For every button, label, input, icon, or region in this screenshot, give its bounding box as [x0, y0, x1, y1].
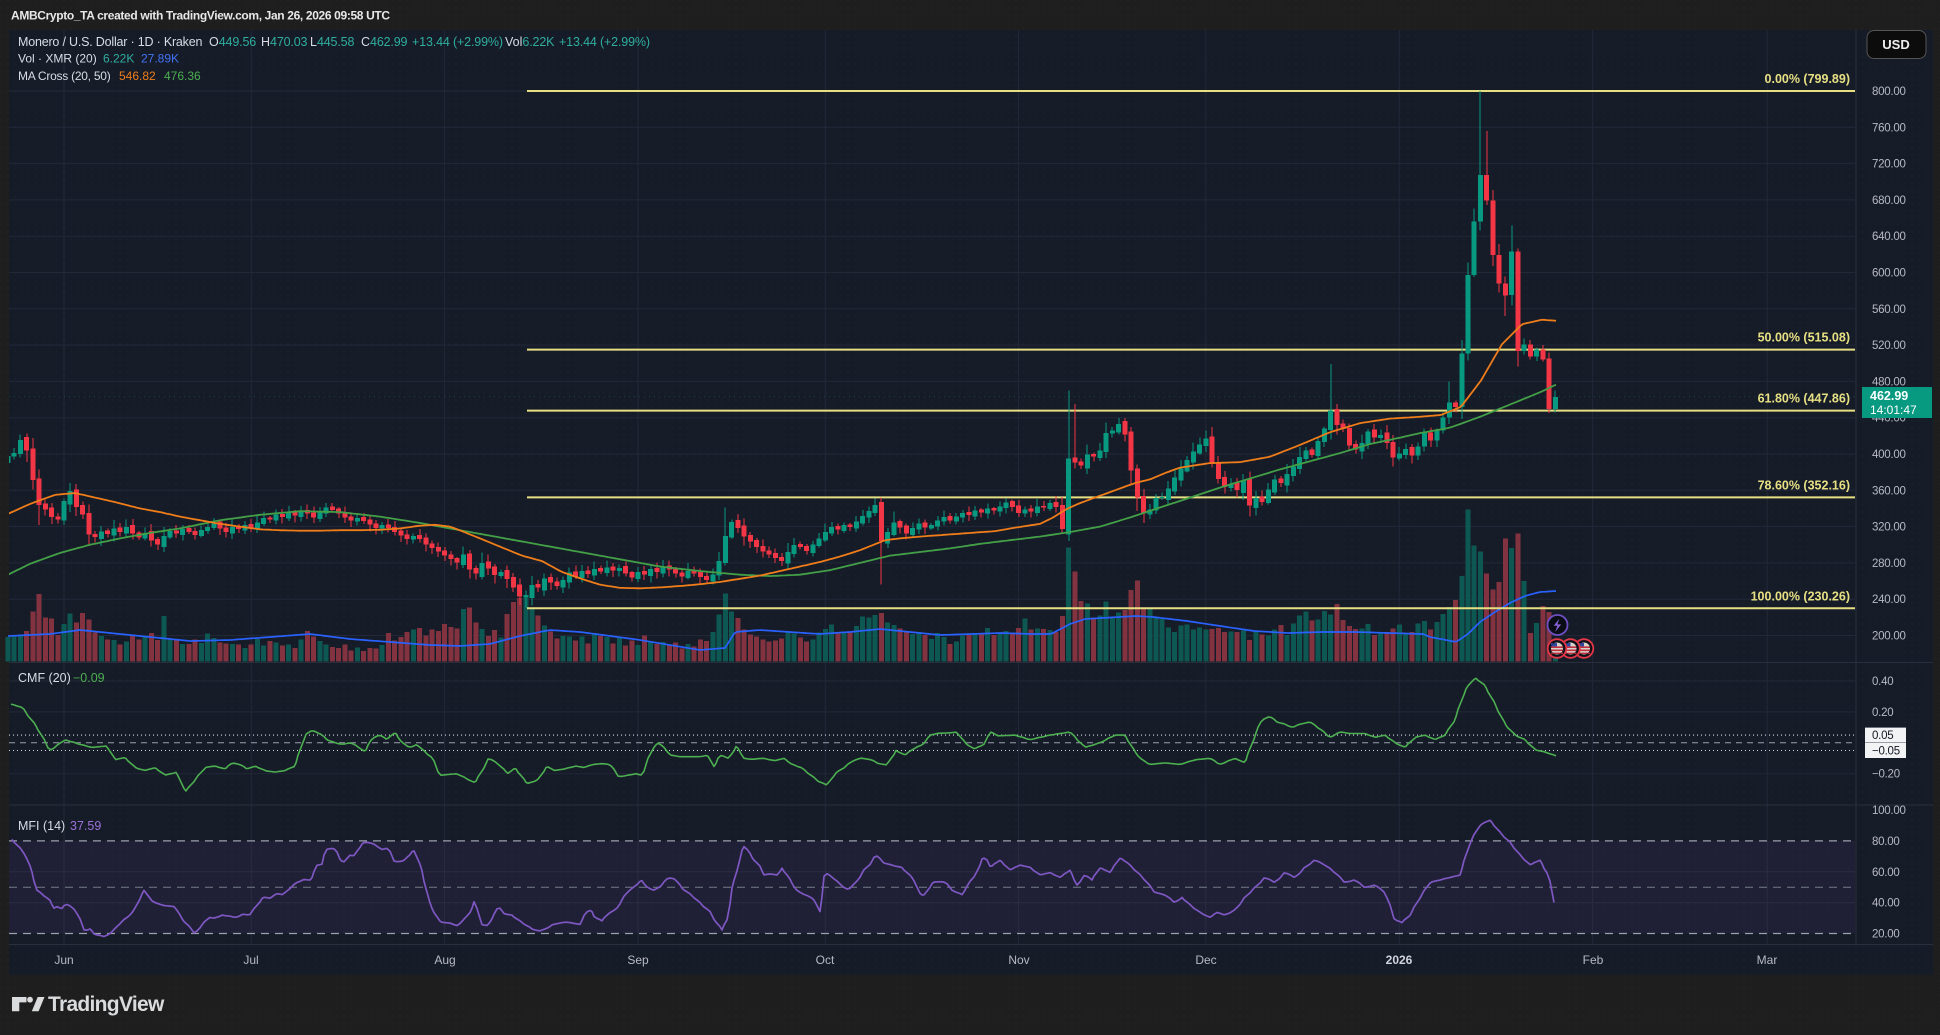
svg-text:640.00: 640.00 [1872, 231, 1906, 243]
svg-text:14:01:47: 14:01:47 [1870, 403, 1917, 417]
svg-text:78.60% (352.16): 78.60% (352.16) [1758, 478, 1850, 492]
svg-text:TradingView: TradingView [48, 993, 165, 1016]
svg-text:720.00: 720.00 [1872, 159, 1906, 171]
svg-text:100.00% (230.26): 100.00% (230.26) [1751, 589, 1850, 603]
svg-text:462.99: 462.99 [1870, 389, 1908, 403]
svg-text:400.00: 400.00 [1872, 449, 1906, 461]
svg-text:600.00: 600.00 [1872, 268, 1906, 280]
svg-text:360.00: 360.00 [1872, 485, 1906, 497]
svg-text:USD: USD [1882, 37, 1909, 52]
svg-text:Sep: Sep [627, 953, 649, 967]
svg-text:AMBCrypto_TA created with Trad: AMBCrypto_TA created with TradingView.co… [11, 9, 390, 23]
svg-text:Nov: Nov [1008, 953, 1029, 967]
svg-text:60.00: 60.00 [1872, 867, 1900, 879]
svg-text:61.80% (447.86): 61.80% (447.86) [1758, 392, 1850, 406]
svg-text:560.00: 560.00 [1872, 304, 1906, 316]
svg-text:320.00: 320.00 [1872, 522, 1906, 534]
svg-text:Aug: Aug [434, 953, 455, 967]
svg-text:MFI (14)37.59: MFI (14) 37.59 [18, 819, 101, 833]
svg-text:280.00: 280.00 [1872, 558, 1906, 570]
svg-text:520.00: 520.00 [1872, 340, 1906, 352]
svg-text:0.05: 0.05 [1872, 730, 1893, 742]
svg-text:80.00: 80.00 [1872, 836, 1900, 848]
svg-text:480.00: 480.00 [1872, 376, 1906, 388]
svg-text:CMF (20)−0.09: CMF (20) −0.09 [18, 671, 105, 685]
svg-text:50.00% (515.08): 50.00% (515.08) [1758, 331, 1850, 345]
svg-text:Oct: Oct [816, 953, 835, 967]
svg-text:20.00: 20.00 [1872, 929, 1900, 941]
svg-text:0.20: 0.20 [1872, 707, 1893, 719]
svg-text:Dec: Dec [1195, 953, 1216, 967]
svg-text:680.00: 680.00 [1872, 195, 1906, 207]
svg-text:Jul: Jul [243, 953, 258, 967]
svg-text:Monero / U.S. Dollar · 1D · Kr: Monero / U.S. Dollar · 1D · Kraken O449.5… [18, 35, 650, 49]
svg-text:2026: 2026 [1386, 953, 1413, 967]
svg-text:240.00: 240.00 [1872, 594, 1906, 606]
svg-text:0.40: 0.40 [1872, 676, 1893, 688]
svg-text:−0.05: −0.05 [1872, 746, 1900, 758]
svg-text:Feb: Feb [1583, 953, 1604, 967]
svg-text:800.00: 800.00 [1872, 86, 1906, 98]
svg-text:−0.20: −0.20 [1872, 769, 1900, 781]
svg-text:40.00: 40.00 [1872, 898, 1900, 910]
svg-text:0.00% (799.89): 0.00% (799.89) [1765, 72, 1850, 86]
svg-text:Jun: Jun [54, 953, 73, 967]
svg-text:200.00: 200.00 [1872, 631, 1906, 643]
svg-text:100.00: 100.00 [1872, 805, 1906, 817]
svg-text:Mar: Mar [1757, 953, 1778, 967]
svg-text:760.00: 760.00 [1872, 122, 1906, 134]
